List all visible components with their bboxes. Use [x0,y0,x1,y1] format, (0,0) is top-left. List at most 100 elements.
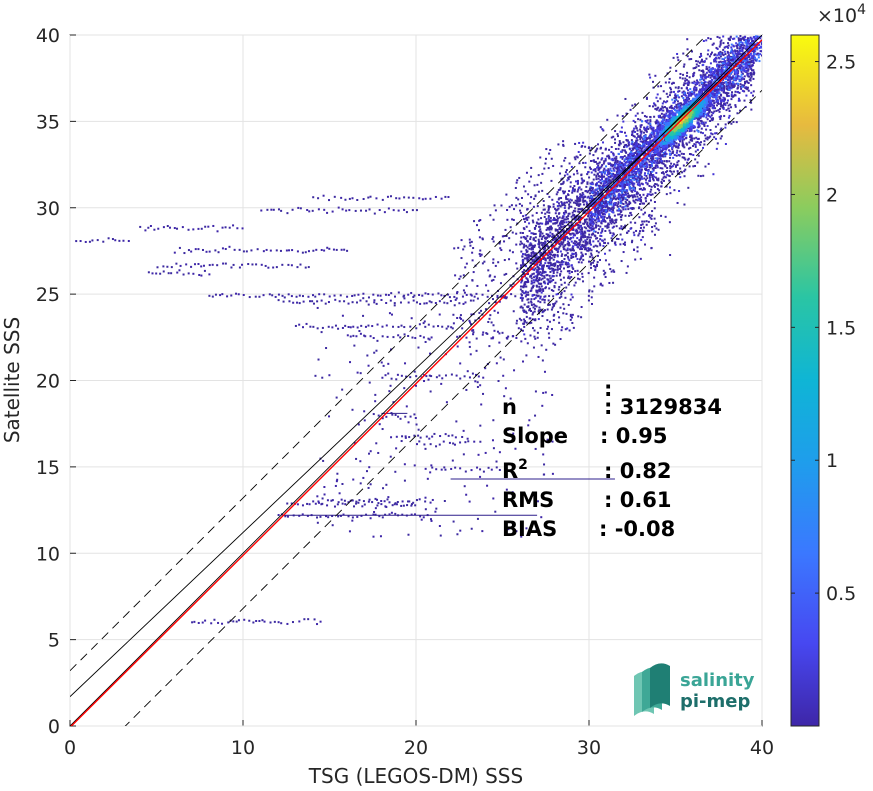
density-point [533,310,536,313]
density-point [525,254,528,257]
density-point [672,138,675,141]
density-point [644,139,647,142]
density-point [608,155,611,158]
density-point [695,141,698,144]
density-point [472,271,475,274]
density-point [588,260,591,263]
density-point [694,89,697,92]
density-point [556,266,559,269]
density-point [561,221,564,224]
density-point [738,65,741,68]
density-point [610,136,613,139]
density-point [645,200,648,203]
density-point [729,80,732,83]
density-point [535,305,538,308]
density-point [676,170,679,173]
density-point [526,208,529,211]
density-point [721,53,724,56]
density-point [606,217,609,220]
density-point [579,240,582,243]
density-point [670,162,673,165]
density-point [667,116,670,119]
density-point [547,261,550,264]
density-point [716,104,719,107]
density-point [599,234,602,237]
density-point [561,182,564,185]
density-point [540,285,543,288]
density-point [624,197,627,200]
density-point [611,226,614,229]
density-point [697,126,700,129]
density-point [569,237,572,240]
density-point [522,309,525,312]
density-point [592,240,595,243]
density-point [566,179,569,182]
density-point [458,277,461,280]
density-point [607,162,610,165]
density-point [686,161,689,164]
density-point [601,152,604,155]
density-point [530,253,533,256]
density-point [640,130,643,133]
density-point [548,274,551,277]
density-point [724,53,727,56]
density-point [636,195,639,198]
density-point [524,237,527,240]
density-point [581,272,584,275]
density-point [562,239,565,242]
density-point [727,81,730,84]
density-point [472,329,475,332]
density-point [715,109,718,112]
density-point [530,232,533,235]
density-point [575,203,578,206]
density-point [565,221,568,224]
density-point [577,246,580,249]
density-point [637,234,640,237]
density-point [546,257,549,260]
density-point [566,270,569,273]
density-point [463,291,466,294]
density-point [536,280,539,283]
density-point [614,202,617,205]
density-point [578,195,581,198]
density-point [563,218,566,221]
density-point [727,57,730,60]
density-point [673,96,676,99]
density-point [718,95,721,98]
density-point [677,86,680,89]
density-point [581,254,584,257]
density-point [580,237,583,240]
density-point [636,199,639,202]
density-point [748,61,751,64]
density-point [598,228,601,231]
density-point [723,87,726,90]
density-point [725,76,728,79]
density-point [561,217,564,220]
density-point [565,211,568,214]
density-point [578,231,581,234]
density-point [609,219,612,222]
density-point [589,185,592,188]
density-point [550,253,553,256]
density-point [492,324,495,327]
density-point [560,197,563,200]
density-point [721,64,724,67]
density-point [526,250,529,253]
density-point [684,77,687,80]
density-point [579,153,582,156]
density-point [564,244,567,247]
density-point [546,222,549,225]
density-point [568,189,571,192]
density-point [556,254,559,257]
density-point [541,270,544,273]
density-point [639,140,642,143]
density-point [639,128,642,131]
density-point [722,48,725,51]
density-point [675,142,678,145]
density-point [733,37,736,40]
density-point [703,94,706,97]
density-point [553,219,556,222]
density-point [590,252,593,255]
density-point [537,218,540,221]
density-point [616,204,619,207]
